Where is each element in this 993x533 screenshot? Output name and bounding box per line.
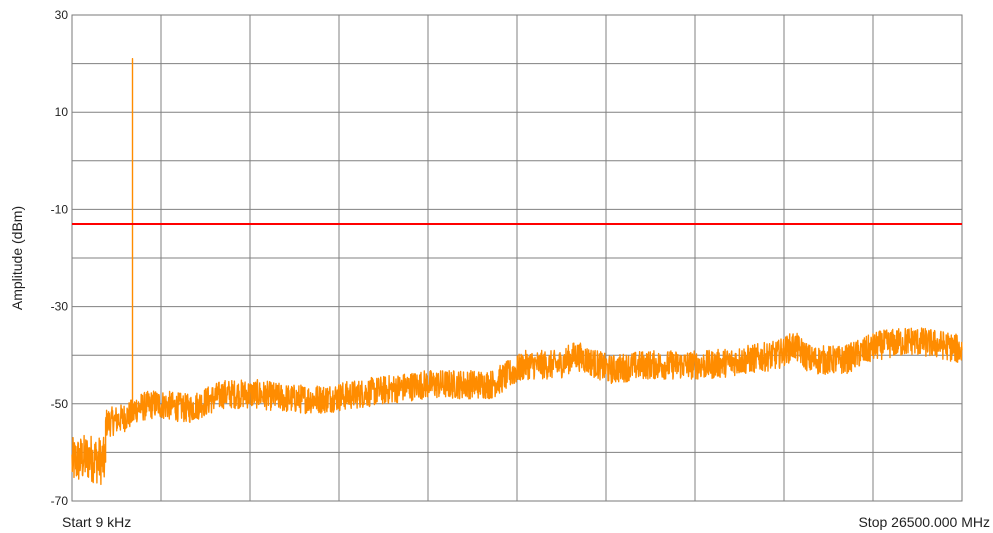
y-tick-label: 10 — [55, 105, 69, 119]
y-axis-label: Amplitude (dBm) — [9, 206, 25, 310]
y-tick-label: -50 — [51, 397, 69, 411]
y-tick-label: -10 — [51, 202, 69, 216]
grid — [72, 15, 962, 501]
x-start-label: Start 9 kHz — [62, 514, 131, 530]
y-tick-label: 30 — [55, 8, 69, 22]
x-stop-label: Stop 26500.000 MHz — [858, 514, 990, 530]
series-layer — [71, 58, 963, 486]
y-tick-labels: 30 10 -10 -30 -50 -70 — [51, 8, 69, 508]
y-tick-label: -70 — [51, 494, 69, 508]
spectrum-trace — [71, 58, 963, 486]
y-tick-label: -30 — [51, 300, 69, 314]
